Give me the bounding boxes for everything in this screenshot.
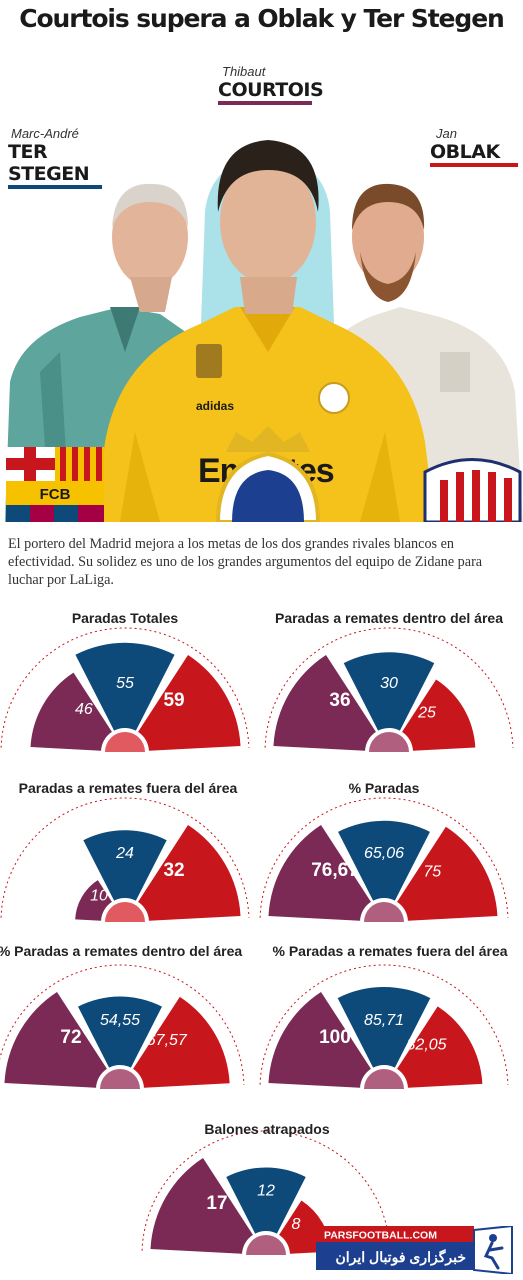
ter-stegen-bar [268, 991, 371, 1088]
value-label: 17 [206, 1193, 227, 1214]
value-label: 85,71 [364, 1012, 404, 1029]
oblak-color-line [430, 163, 518, 167]
value-label: 82,05 [407, 1037, 447, 1054]
oblak-bar [397, 826, 498, 921]
oblak-name-plate: Jan OBLAK [430, 126, 520, 167]
value-label: 30 [380, 675, 398, 692]
oblak-bar [138, 654, 241, 751]
ter-stegen-name-plate: Marc-André TER STEGEN [8, 126, 128, 189]
courtois-bar [226, 1167, 306, 1234]
chart-hub [105, 902, 145, 922]
watermark-bar [316, 1226, 474, 1242]
chart-title-5: % Paradas a remates dentro del área [0, 943, 243, 959]
ter-stegen-bar [4, 991, 107, 1088]
fan-chart-5: 72 54,55 67,57 [0, 964, 245, 1089]
courtois-surname: COURTOIS [218, 79, 324, 101]
watermark-panel [316, 1242, 474, 1270]
oblak-bar [138, 824, 241, 921]
players-illustration: adidas Emirates FCB [0, 52, 523, 522]
value-label: 54,55 [100, 1012, 140, 1029]
value-label: 25 [417, 705, 436, 722]
chart-title-6: % Paradas a remates fuera del área [272, 943, 508, 959]
chart-hub [369, 732, 409, 752]
chart-hub [364, 902, 404, 922]
value-label: 67,57 [147, 1032, 188, 1049]
watermark: PARSFOOTBALL.COM خبرگزاری فوتبال ایران [316, 1224, 516, 1276]
fan-chart-1: 46 55 59 [0, 627, 250, 752]
value-label: 12 [257, 1182, 275, 1199]
reference-arc [259, 964, 509, 1085]
chart-hub [105, 732, 145, 752]
ter-stegen-bar [30, 672, 112, 751]
oblak-bar [133, 996, 230, 1088]
chart-title-2: Paradas a remates dentro del área [274, 610, 503, 626]
reference-arc [259, 797, 509, 918]
atletico-crest [423, 458, 522, 522]
value-label: 36 [329, 690, 350, 711]
chart-title-7: Balones atrapados [204, 1121, 330, 1137]
chart-title-3: Paradas a remates fuera del área [18, 780, 238, 796]
value-label: 75 [423, 864, 441, 881]
value-label: 10 [90, 887, 108, 904]
chart-hub [246, 1235, 286, 1255]
oblak-surname: OBLAK [430, 141, 500, 163]
courtois-color-line [218, 101, 312, 105]
ter-stegen-bar [75, 880, 112, 921]
svg-text:adidas: adidas [196, 399, 234, 413]
watermark-site: PARSFOOTBALL.COM [324, 1230, 437, 1242]
courtois-bar [337, 986, 431, 1068]
chart-title-1: Paradas Totales [71, 610, 179, 626]
value-label: 55 [116, 675, 134, 692]
chart-title-4: % Paradas [348, 780, 420, 796]
courtois-bar [83, 830, 167, 901]
value-label: 59 [163, 690, 184, 711]
value-label: 32 [163, 860, 184, 881]
watermark-tagline: خبرگزاری فوتبال ایران [335, 1249, 466, 1266]
courtois-bar [75, 642, 175, 731]
oblak-bar [402, 679, 476, 751]
ter-stegen-bar [150, 1157, 253, 1254]
fan-chart-2: 36 30 25 [264, 627, 514, 752]
courtois-first-name: Thibaut [222, 64, 266, 79]
value-label: 8 [292, 1216, 301, 1233]
oblak-first-name: Jan [436, 126, 457, 141]
courtois-bar [343, 652, 435, 731]
reference-arc [0, 627, 250, 748]
ter-stegen-surname: TER STEGEN [8, 141, 90, 185]
watermark-logo-icon [489, 1234, 497, 1242]
barca-crest-text: FCB [40, 486, 71, 503]
value-label: 46 [75, 701, 93, 718]
chart-hub [100, 1069, 140, 1089]
value-label: 72 [60, 1027, 81, 1048]
intro-paragraph: El portero del Madrid mejora a los metas… [8, 536, 483, 588]
reference-arc [0, 797, 250, 918]
value-label: 76,67 [311, 860, 359, 881]
value-label: 24 [115, 845, 134, 862]
value-label: 65,06 [364, 845, 404, 862]
fan-chart-3: 10 24 32 [0, 797, 250, 922]
ter-stegen-first-name: Marc-André [11, 126, 79, 141]
courtois-bar [338, 820, 430, 901]
courtois-name-plate: Thibaut COURTOIS [218, 64, 324, 105]
ter-stegen-bar [268, 824, 371, 921]
oblak-bar [397, 1006, 483, 1088]
courtois-figure: adidas Emirates [95, 140, 435, 522]
value-label: 100 [319, 1027, 351, 1048]
chart-hub [364, 1069, 404, 1089]
ter-stegen-color-line [8, 185, 102, 189]
reference-arc [0, 964, 245, 1085]
page-title: Courtois supera a Oblak y Ter Stegen [19, 4, 505, 33]
ter-stegen-bar [273, 654, 376, 751]
goalkeepers-artwork: adidas Emirates FCB [5, 140, 523, 522]
courtois-bar [78, 996, 162, 1068]
barca-crest: FCB [6, 447, 104, 522]
reference-arc [264, 627, 514, 748]
fan-chart-4: 76,67 65,06 75 [259, 797, 509, 922]
